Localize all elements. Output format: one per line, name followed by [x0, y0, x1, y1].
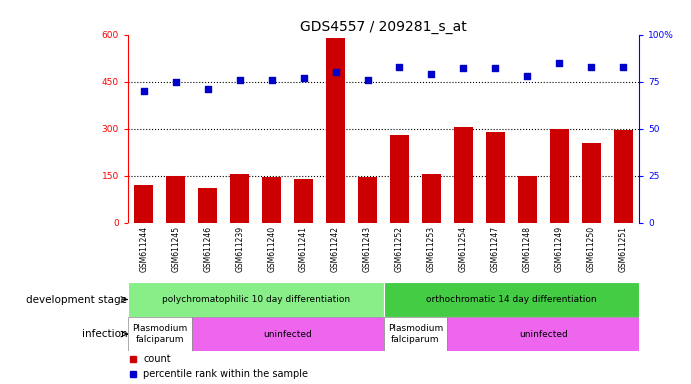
Text: infection: infection	[82, 329, 127, 339]
Point	[490, 65, 501, 71]
Text: orthochromatic 14 day differentiation: orthochromatic 14 day differentiation	[426, 295, 596, 304]
Point	[522, 73, 533, 79]
Text: percentile rank within the sample: percentile rank within the sample	[143, 369, 308, 379]
Text: GSM611243: GSM611243	[363, 226, 372, 272]
Text: GSM611240: GSM611240	[267, 226, 276, 272]
Text: GSM611252: GSM611252	[395, 226, 404, 272]
Bar	[294, 179, 313, 223]
Text: GSM611247: GSM611247	[491, 226, 500, 272]
Bar	[390, 135, 409, 223]
Point	[458, 65, 469, 71]
Bar	[262, 177, 281, 223]
Text: GSM611248: GSM611248	[523, 226, 532, 272]
Bar	[384, 317, 448, 351]
Point	[266, 77, 277, 83]
Bar	[518, 175, 537, 223]
Bar	[128, 282, 384, 317]
Bar	[448, 317, 639, 351]
Text: polychromatophilic 10 day differentiation: polychromatophilic 10 day differentiatio…	[162, 295, 350, 304]
Bar	[230, 174, 249, 223]
Bar	[582, 143, 601, 223]
Text: GSM611245: GSM611245	[171, 226, 180, 272]
Point	[138, 88, 149, 94]
Point	[586, 63, 597, 70]
Text: GSM611253: GSM611253	[427, 226, 436, 272]
Bar	[358, 177, 377, 223]
Bar	[454, 127, 473, 223]
Bar	[191, 317, 384, 351]
Title: GDS4557 / 209281_s_at: GDS4557 / 209281_s_at	[300, 20, 467, 33]
Bar	[198, 188, 217, 223]
Text: GSM611250: GSM611250	[587, 226, 596, 272]
Text: GSM611246: GSM611246	[203, 226, 212, 272]
Bar	[384, 282, 639, 317]
Point	[362, 77, 373, 83]
Point	[330, 69, 341, 75]
Point	[170, 78, 181, 84]
Point	[426, 71, 437, 77]
Point	[298, 75, 309, 81]
Text: GSM611251: GSM611251	[618, 226, 627, 272]
Bar	[128, 317, 191, 351]
Bar	[614, 130, 633, 223]
Text: Plasmodium
falciparum: Plasmodium falciparum	[388, 324, 443, 344]
Bar	[486, 132, 505, 223]
Text: count: count	[143, 354, 171, 364]
Bar	[166, 175, 185, 223]
Point	[394, 63, 405, 70]
Point	[618, 63, 629, 70]
Text: uninfected: uninfected	[519, 329, 568, 339]
Text: GSM611249: GSM611249	[555, 226, 564, 272]
Text: GSM611239: GSM611239	[235, 226, 244, 272]
Text: uninfected: uninfected	[263, 329, 312, 339]
Point	[202, 86, 214, 92]
Bar	[422, 174, 441, 223]
Point	[553, 60, 565, 66]
Text: Plasmodium
falciparum: Plasmodium falciparum	[132, 324, 187, 344]
Text: development stage: development stage	[26, 295, 127, 305]
Text: GSM611254: GSM611254	[459, 226, 468, 272]
Bar	[550, 129, 569, 223]
Text: GSM611242: GSM611242	[331, 226, 340, 272]
Bar	[326, 38, 345, 223]
Point	[234, 77, 245, 83]
Text: GSM611241: GSM611241	[299, 226, 308, 272]
Text: GSM611244: GSM611244	[140, 226, 149, 272]
Bar	[134, 185, 153, 223]
